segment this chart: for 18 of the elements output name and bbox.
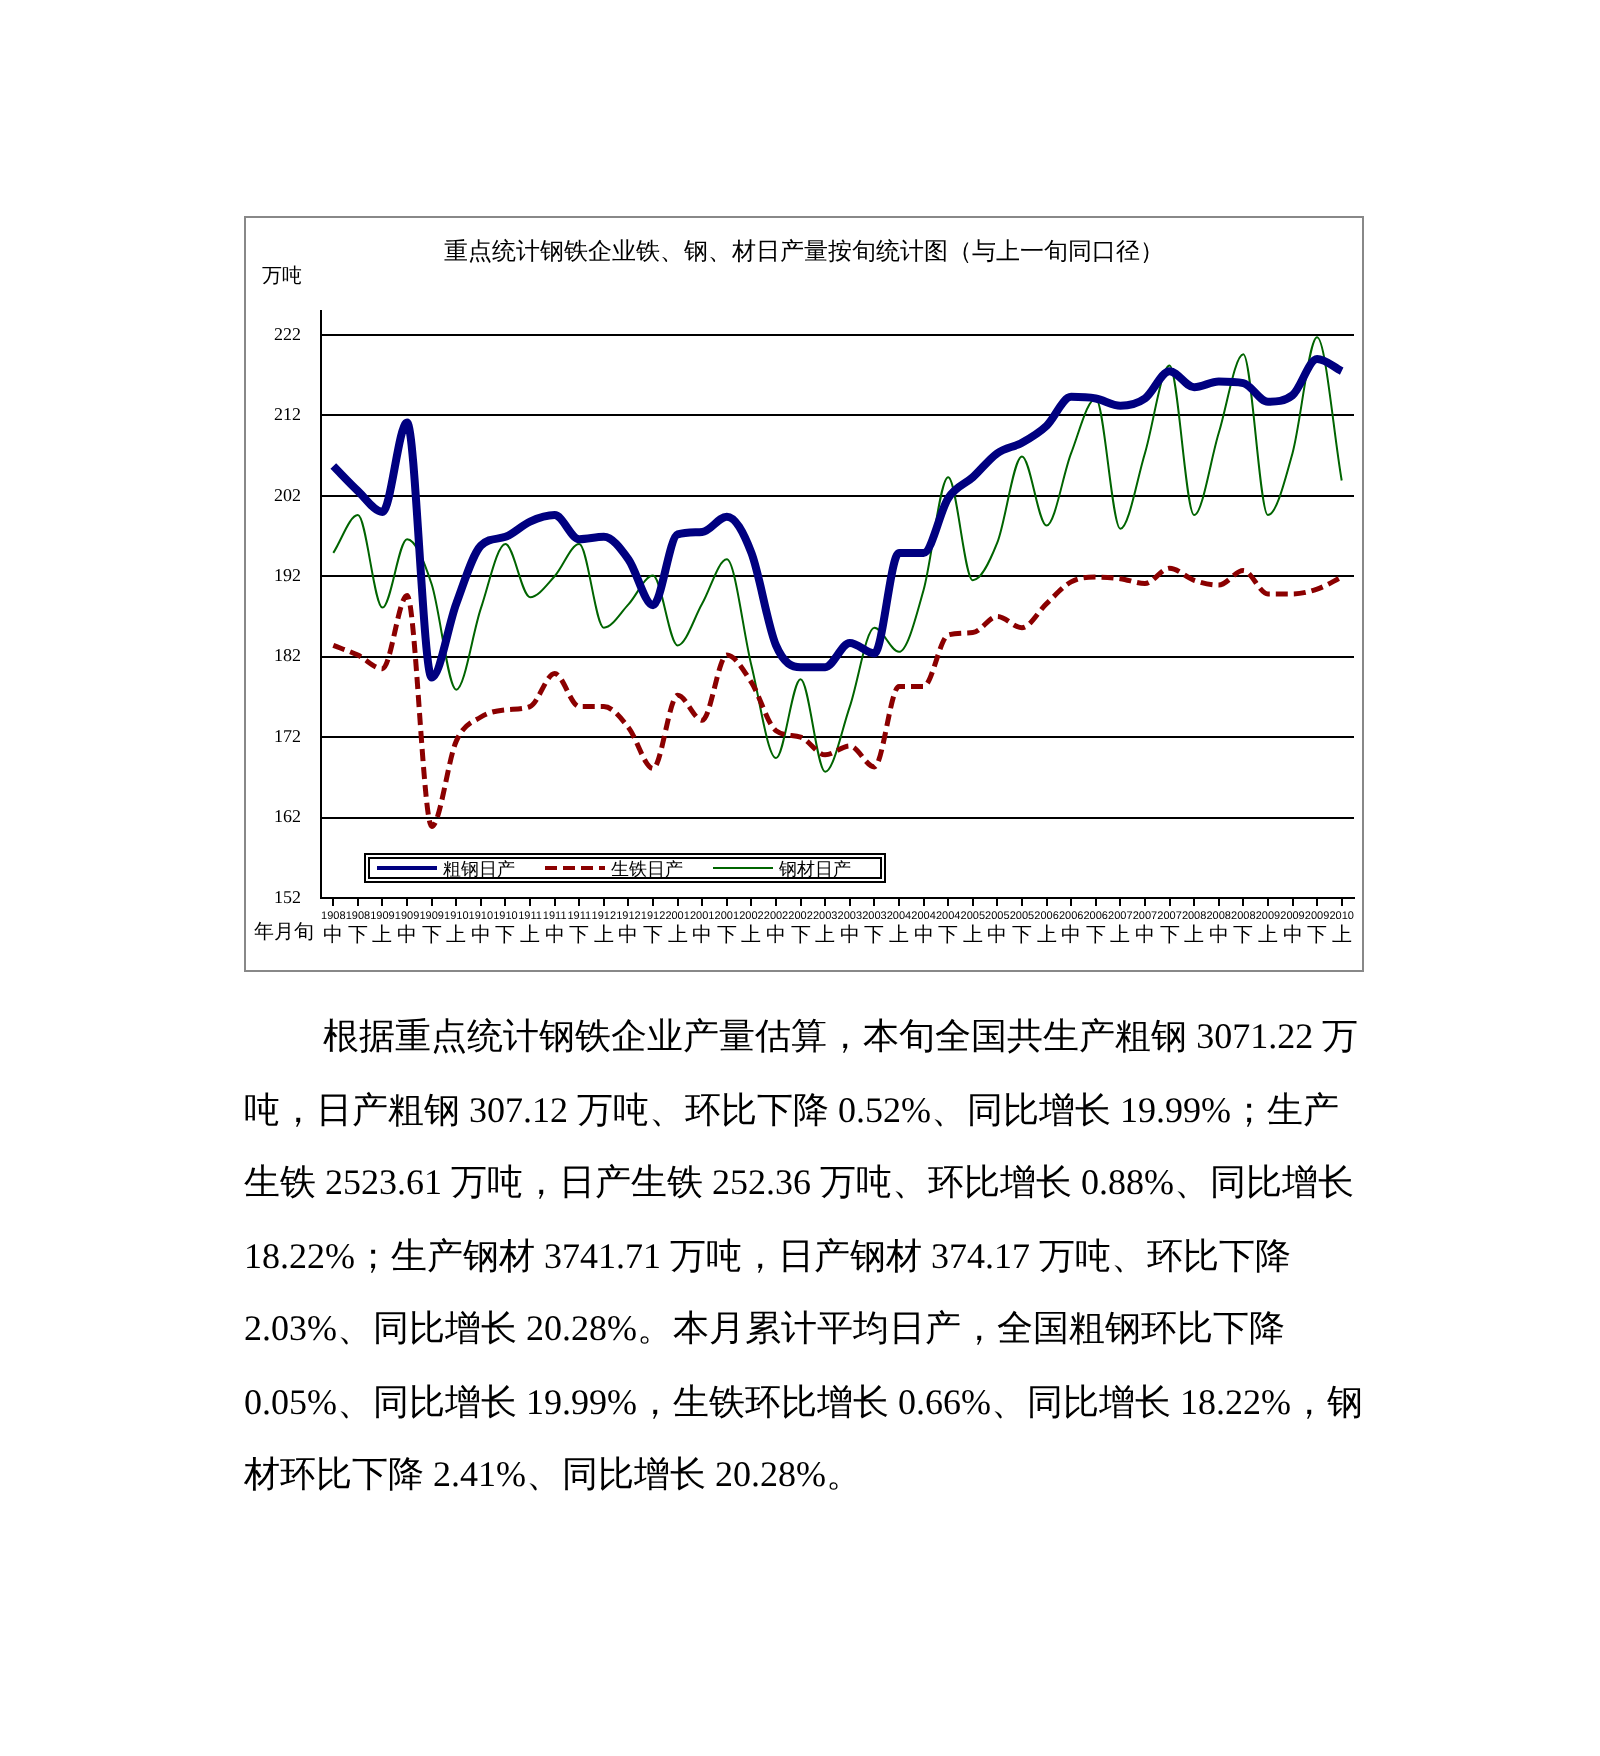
chart-title: 重点统计钢铁企业铁、钢、材日产量按旬统计图（与上一旬同口径） bbox=[444, 236, 1164, 265]
line-series bbox=[330, 565, 1345, 829]
y-tick-label: 162 bbox=[274, 806, 301, 827]
line-series bbox=[329, 355, 1346, 682]
text: 根据重点统计钢铁企业产量估算，本旬全国共生产粗钢 3071.22 万吨，日产粗钢 307.12 万吨、环比下降 0.52%、同比增长 19.99%；生产生铁 2523.61 万吨，日产生铁 252.36 万吨、环比增长 0.88%、同比增长 18.22%；生产钢材 3741.71 万吨，日产钢材 374.17 万吨、环比下降 2.03%、同比增长 20.28%。本月累计平均日产，全国粗钢环比下降 0.05%、同比增长 19.99%，生铁环比增长 0.66%、同比增长 18.22%，钢材环比下降 2.41%、同比增长 20.28%。 bbox=[244, 1014, 1364, 1498]
y-tick-label: 192 bbox=[274, 564, 301, 585]
line-series bbox=[332, 336, 1343, 773]
y-tick-label: 202 bbox=[274, 484, 301, 505]
y-tick-label: 222 bbox=[274, 323, 301, 344]
legend-label: 钢材日产 bbox=[777, 858, 851, 879]
x-axis-title: 年月旬 bbox=[254, 920, 314, 946]
y-axis-title: 万吨 bbox=[262, 263, 302, 290]
legend-label: 粗钢日产 bbox=[443, 858, 515, 879]
y-tick-label: 182 bbox=[274, 645, 301, 666]
y-tick-label: 172 bbox=[274, 725, 301, 746]
y-tick-label: 212 bbox=[274, 404, 301, 425]
legend-label: 生铁日产 bbox=[611, 858, 683, 879]
y-tick-label: 152 bbox=[274, 886, 301, 907]
